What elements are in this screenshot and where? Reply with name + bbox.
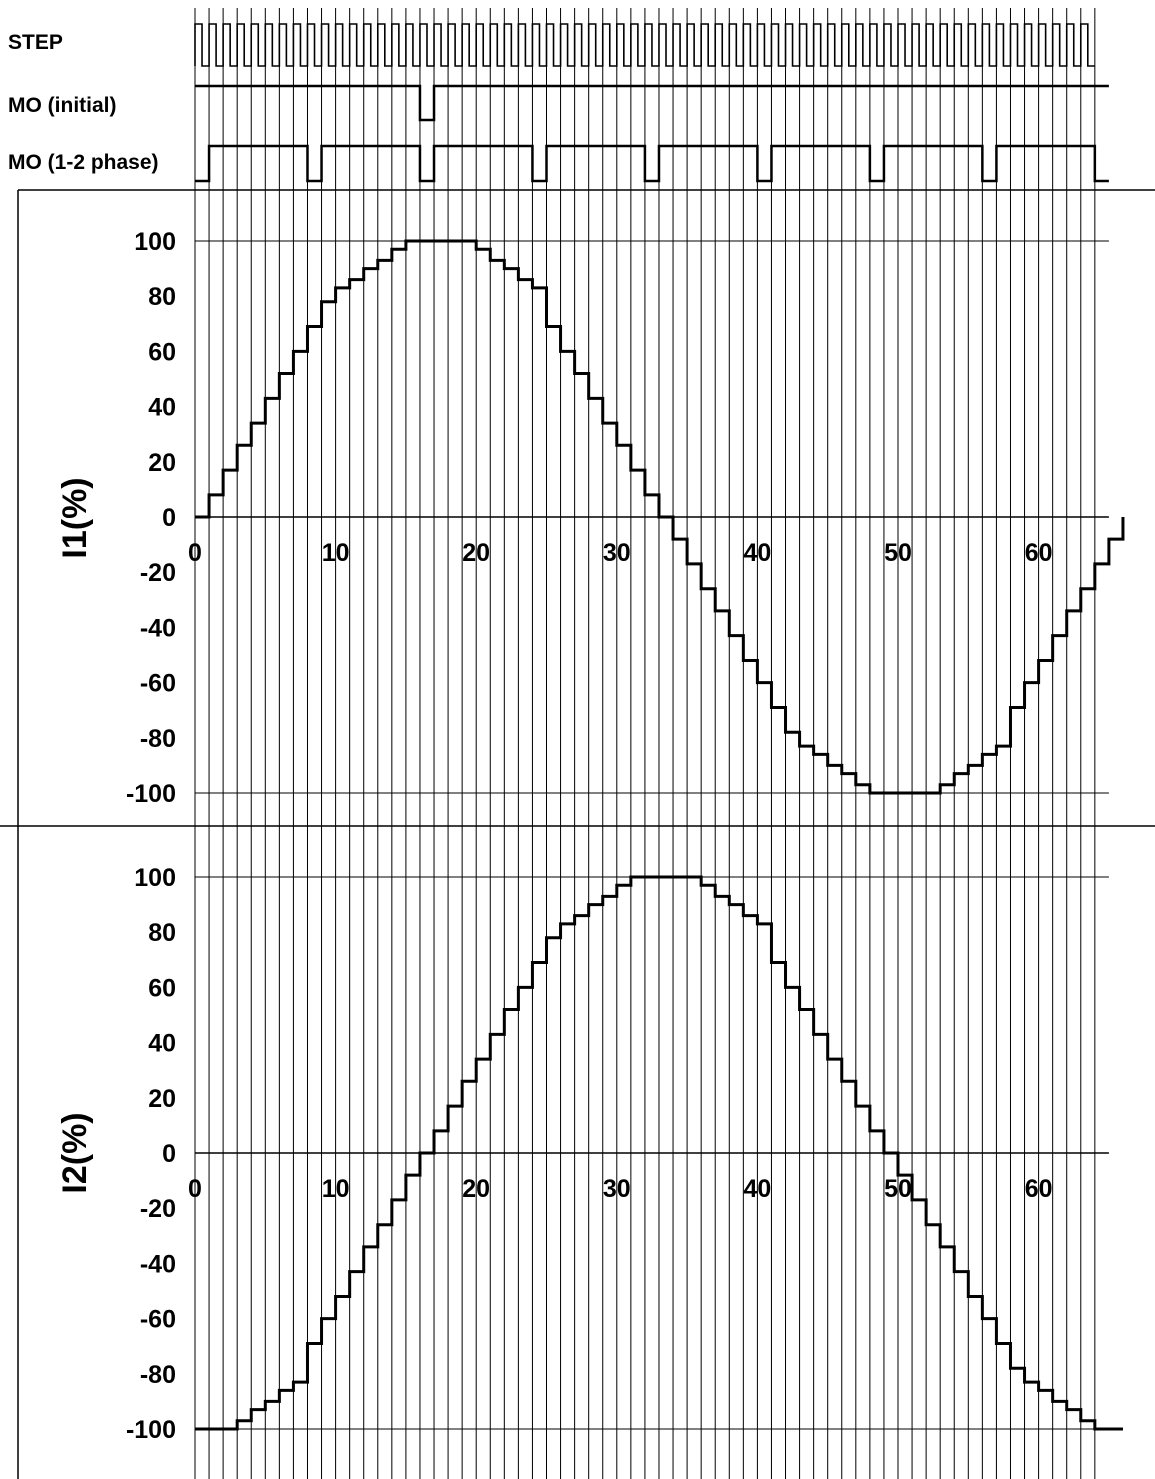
i1-x-tick-label: 10 bbox=[322, 539, 350, 567]
time-gridlines bbox=[194, 8, 1096, 1479]
i1-y-tick-label: -100 bbox=[126, 780, 176, 808]
i2-y-tick-label: -20 bbox=[140, 1195, 176, 1223]
i2-y-tick-label: -60 bbox=[140, 1306, 176, 1334]
i1-y-tick-label: 80 bbox=[148, 283, 176, 311]
i2-y-tick-label: -80 bbox=[140, 1361, 176, 1389]
i1-y-tick-label: 40 bbox=[148, 394, 176, 422]
step-signal-label: STEP bbox=[8, 31, 63, 54]
i2-x-tick-label: 40 bbox=[743, 1175, 771, 1203]
step-pulse-train bbox=[194, 23, 1095, 67]
i2-x-tick-label: 30 bbox=[603, 1175, 631, 1203]
i2-y-tick-label: 60 bbox=[148, 974, 176, 1002]
i1-y-tick-label: 0 bbox=[162, 504, 176, 532]
i1-y-tick-label: -60 bbox=[140, 670, 176, 698]
i2-x-tick-label: 20 bbox=[462, 1175, 490, 1203]
i1-y-tick-label: 60 bbox=[148, 338, 176, 366]
i1-x-tick-label: 60 bbox=[1025, 539, 1053, 567]
i1-y-tick-label: -80 bbox=[140, 725, 176, 753]
i2-step-series bbox=[195, 875, 1123, 1431]
i2-current-chart: I2(%) 100 80 60 40 20 0 -20 -40 -60 -80 -100 0 10 20 3… bbox=[56, 864, 1123, 1444]
i2-y-tick-label: 20 bbox=[148, 1085, 176, 1113]
i1-x-tick-label: 40 bbox=[743, 539, 771, 567]
mo-initial-waveform bbox=[195, 84, 1109, 122]
i2-y-tick-label: 40 bbox=[148, 1030, 176, 1058]
i1-x-tick-label: 20 bbox=[462, 539, 490, 567]
i2-y-tick-label: 0 bbox=[162, 1140, 176, 1168]
mo-12phase-waveform bbox=[195, 144, 1109, 183]
i1-x-tick-label: 30 bbox=[603, 539, 631, 567]
i1-y-tick-label: -40 bbox=[140, 614, 176, 642]
i1-x-tick-label: 0 bbox=[188, 539, 202, 567]
i1-step-series bbox=[195, 239, 1125, 795]
i2-y-tick-label: 80 bbox=[148, 919, 176, 947]
i1-y-tick-label: -20 bbox=[140, 559, 176, 587]
i1-y-tick-label: 20 bbox=[148, 449, 176, 477]
i2-x-tick-label: 50 bbox=[884, 1175, 912, 1203]
i2-y-tick-label: -40 bbox=[140, 1250, 176, 1278]
i1-axis-label: I1(%) bbox=[56, 477, 94, 558]
digital-signals bbox=[194, 23, 1109, 183]
mo-initial-signal-label: MO (initial) bbox=[8, 94, 117, 117]
i2-x-tick-label: 60 bbox=[1025, 1175, 1053, 1203]
i2-axis-label: I2(%) bbox=[56, 1112, 94, 1193]
i1-x-tick-label: 50 bbox=[884, 539, 912, 567]
mo-12phase-signal-label: MO (1-2 phase) bbox=[8, 151, 159, 174]
i1-y-tick-label: 100 bbox=[134, 228, 176, 256]
i2-y-tick-label: 100 bbox=[134, 864, 176, 892]
i1-current-chart: I1(%) 100 80 60 40 20 0 -20 -40 -60 -80 -100 0 10 20 3… bbox=[56, 228, 1125, 808]
i2-x-tick-label: 0 bbox=[188, 1175, 202, 1203]
i2-x-tick-label: 10 bbox=[322, 1175, 350, 1203]
i2-y-tick-label: -100 bbox=[126, 1416, 176, 1444]
